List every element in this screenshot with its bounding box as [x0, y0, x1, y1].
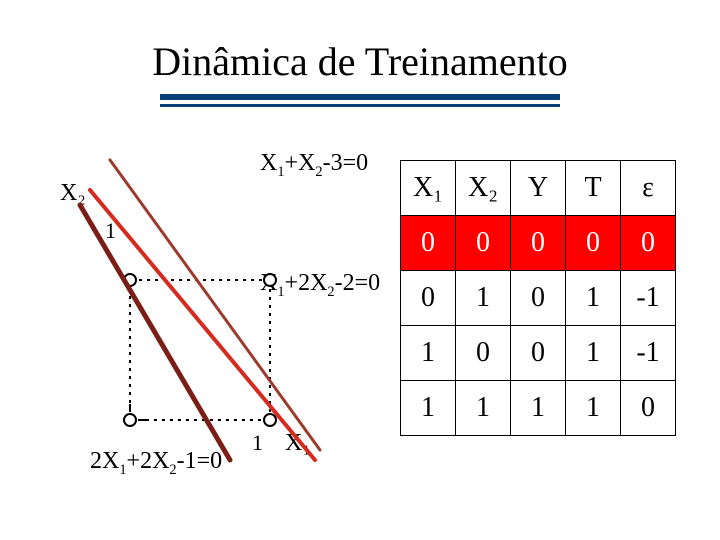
table-header-3: T	[566, 161, 621, 216]
table-cell: -1	[621, 271, 676, 326]
table-row: 1001-1	[401, 326, 676, 381]
table-header-1: X₂	[456, 161, 511, 216]
table-cell: 1	[456, 381, 511, 436]
truth-table: X₁X₂YTε000000101-11001-111110	[400, 160, 676, 436]
table-cell: 0	[401, 216, 456, 271]
table-cell: -1	[621, 326, 676, 381]
table-cell: 1	[401, 381, 456, 436]
truth-table-element: X₁X₂YTε000000101-11001-111110	[400, 160, 676, 436]
title-underline-thick	[160, 94, 560, 100]
table-cell: 1	[401, 326, 456, 381]
chart-svg	[60, 150, 360, 490]
table-header-4: ε	[621, 161, 676, 216]
table-cell: 0	[456, 326, 511, 381]
table-cell: 1	[566, 326, 621, 381]
table-cell: 0	[511, 271, 566, 326]
title-underline-thin	[160, 104, 560, 107]
table-cell: 1	[511, 381, 566, 436]
table-cell: 0	[511, 216, 566, 271]
table-cell: 1	[566, 271, 621, 326]
table-header-0: X₁	[401, 161, 456, 216]
table-cell: 1	[456, 271, 511, 326]
page-title: Dinâmica de Treinamento	[0, 38, 720, 85]
table-cell: 0	[511, 326, 566, 381]
table-header-2: Y	[511, 161, 566, 216]
table-cell: 0	[456, 216, 511, 271]
table-row: 11110	[401, 381, 676, 436]
table-row: 00000	[401, 216, 676, 271]
table-cell: 0	[621, 381, 676, 436]
table-cell: 0	[401, 271, 456, 326]
table-cell: 0	[566, 216, 621, 271]
table-cell: 1	[566, 381, 621, 436]
table-cell: 0	[621, 216, 676, 271]
table-row: 0101-1	[401, 271, 676, 326]
chart: X₂ 1 1 X₁ X1+X2-3=0 X1+2X2-2=0 2X1+2X2-1…	[60, 150, 360, 510]
slide: Dinâmica de Treinamento X₂ 1 1 X₁ X1+X2-…	[0, 0, 720, 540]
